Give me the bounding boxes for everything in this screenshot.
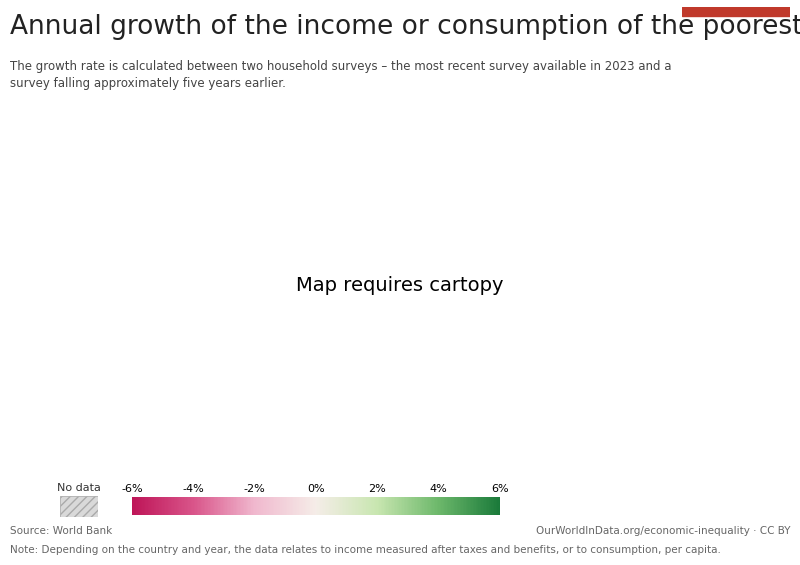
Text: Annual growth of the income or consumption of the poorest 40%: Annual growth of the income or consumpti… <box>10 14 800 40</box>
Polygon shape <box>60 496 98 517</box>
Text: Source: World Bank: Source: World Bank <box>10 525 112 536</box>
Bar <box>682 7 790 16</box>
Text: The growth rate is calculated between two household surveys – the most recent su: The growth rate is calculated between tw… <box>10 60 671 90</box>
Text: Map requires cartopy: Map requires cartopy <box>296 276 504 295</box>
Text: No data: No data <box>58 483 101 493</box>
Text: Note: Depending on the country and year, the data relates to income measured aft: Note: Depending on the country and year,… <box>10 545 721 555</box>
Text: in Data: in Data <box>715 38 758 49</box>
Text: Our World: Our World <box>706 23 766 33</box>
Text: OurWorldInData.org/economic-inequality · CC BY: OurWorldInData.org/economic-inequality ·… <box>536 525 790 536</box>
